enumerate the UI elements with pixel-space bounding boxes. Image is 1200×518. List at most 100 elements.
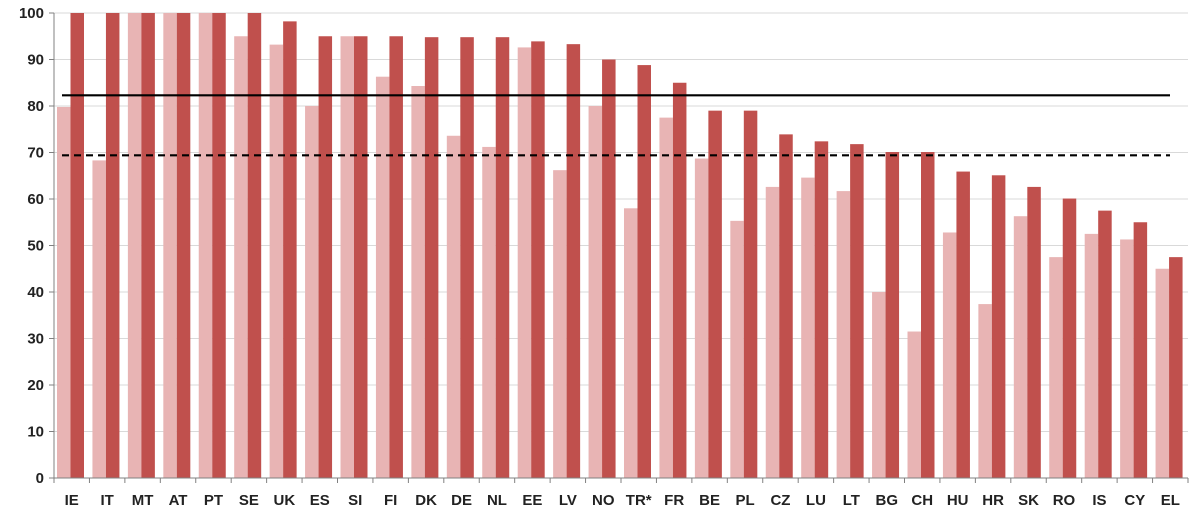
bar-dark — [495, 37, 510, 479]
bar-light — [694, 158, 709, 479]
bar-dark — [247, 13, 262, 478]
y-tick-label: 100 — [19, 5, 44, 22]
bar-dark — [1133, 222, 1148, 478]
x-category-label: FI — [384, 492, 397, 509]
x-category-label: EL — [1161, 492, 1180, 509]
bar-dark — [176, 13, 191, 478]
x-category-label: HU — [947, 492, 969, 509]
bar-light — [127, 13, 142, 478]
x-category-label: SI — [348, 492, 362, 509]
x-category-label: ES — [310, 492, 330, 509]
x-category-label: NL — [487, 492, 507, 509]
x-category-label: SE — [239, 492, 259, 509]
bar-light — [836, 191, 851, 478]
bar-light — [163, 13, 177, 478]
bar-light — [305, 106, 319, 478]
x-category-label: LT — [843, 492, 860, 509]
bar-light — [57, 106, 71, 479]
bar-dark — [389, 36, 403, 478]
y-tick-label: 30 — [27, 331, 44, 348]
bar-dark — [743, 110, 758, 479]
x-category-label: TR* — [626, 492, 652, 509]
bar-light — [1155, 268, 1170, 478]
bar-light — [198, 13, 213, 478]
bar-light — [234, 36, 248, 478]
x-category-label: IT — [100, 492, 113, 509]
bar-light — [340, 36, 354, 478]
bar-dark — [672, 82, 687, 478]
x-category-label: DE — [451, 492, 472, 509]
bar-dark — [850, 144, 864, 478]
x-category-label: AT — [169, 492, 188, 509]
x-category-label: CZ — [770, 492, 790, 509]
bar-dark — [779, 134, 793, 479]
x-category-label: CH — [911, 492, 933, 509]
bar-light — [517, 47, 532, 478]
bar-light — [659, 117, 673, 478]
x-category-label: SK — [1018, 492, 1039, 509]
bar-light — [411, 86, 425, 478]
x-category-label: PT — [204, 492, 223, 509]
y-tick-label: 90 — [27, 52, 44, 69]
x-category-label: RO — [1053, 492, 1076, 509]
bar-dark — [212, 13, 226, 478]
bar-dark — [814, 141, 829, 478]
y-tick-label: 50 — [27, 238, 44, 255]
bar-dark — [70, 13, 84, 478]
x-category-label: IE — [65, 492, 79, 509]
x-category-label: LU — [806, 492, 826, 509]
bar-light — [765, 186, 780, 478]
x-category-label: BG — [876, 492, 899, 509]
y-tick-label: 70 — [27, 145, 44, 162]
bar-light — [872, 292, 886, 478]
bar-dark — [354, 36, 368, 478]
bar-dark — [602, 59, 616, 478]
bar-light — [1120, 239, 1134, 478]
x-category-label: LV — [559, 492, 577, 509]
bar-dark — [1169, 257, 1183, 478]
x-category-label: UK — [274, 492, 296, 509]
bar-light — [1049, 257, 1063, 478]
bar-dark — [1062, 198, 1077, 478]
bar-dark — [105, 13, 120, 478]
x-category-label: DK — [415, 492, 437, 509]
bar-dark — [885, 152, 900, 478]
y-tick-label: 40 — [27, 284, 44, 301]
y-tick-label: 20 — [27, 377, 44, 394]
x-category-label: HR — [982, 492, 1004, 509]
x-category-label: NO — [592, 492, 615, 509]
bar-light — [269, 44, 284, 479]
x-category-label: EE — [522, 492, 542, 509]
bar-dark — [141, 13, 155, 478]
bar-light — [92, 160, 106, 478]
bar-dark — [424, 37, 439, 479]
bar-dark — [531, 41, 545, 479]
bar-light — [978, 304, 992, 478]
bar-light — [375, 76, 390, 478]
x-category-label: PL — [735, 492, 754, 509]
x-category-label: IS — [1092, 492, 1106, 509]
bar-dark — [708, 110, 722, 479]
bar-dark — [1027, 186, 1041, 478]
bar-light — [730, 220, 744, 479]
x-category-label: CY — [1124, 492, 1145, 509]
bar-dark — [566, 44, 581, 478]
x-category-label: MT — [132, 492, 154, 509]
bar-light — [553, 170, 567, 479]
bar-light — [1013, 216, 1028, 478]
x-category-label: BE — [699, 492, 720, 509]
bar-dark — [956, 171, 970, 478]
y-tick-label: 0 — [36, 470, 44, 487]
y-tick-label: 60 — [27, 191, 44, 208]
y-tick-label: 10 — [27, 424, 44, 441]
bar-light — [482, 146, 496, 479]
bar-dark — [460, 37, 474, 479]
x-category-label: FR — [664, 492, 684, 509]
y-tick-label: 80 — [27, 98, 44, 115]
bar-dark — [991, 175, 1006, 478]
bar-light — [588, 106, 603, 478]
bar-light — [801, 177, 815, 479]
bar-light — [942, 232, 957, 478]
bar-dark — [318, 36, 333, 478]
